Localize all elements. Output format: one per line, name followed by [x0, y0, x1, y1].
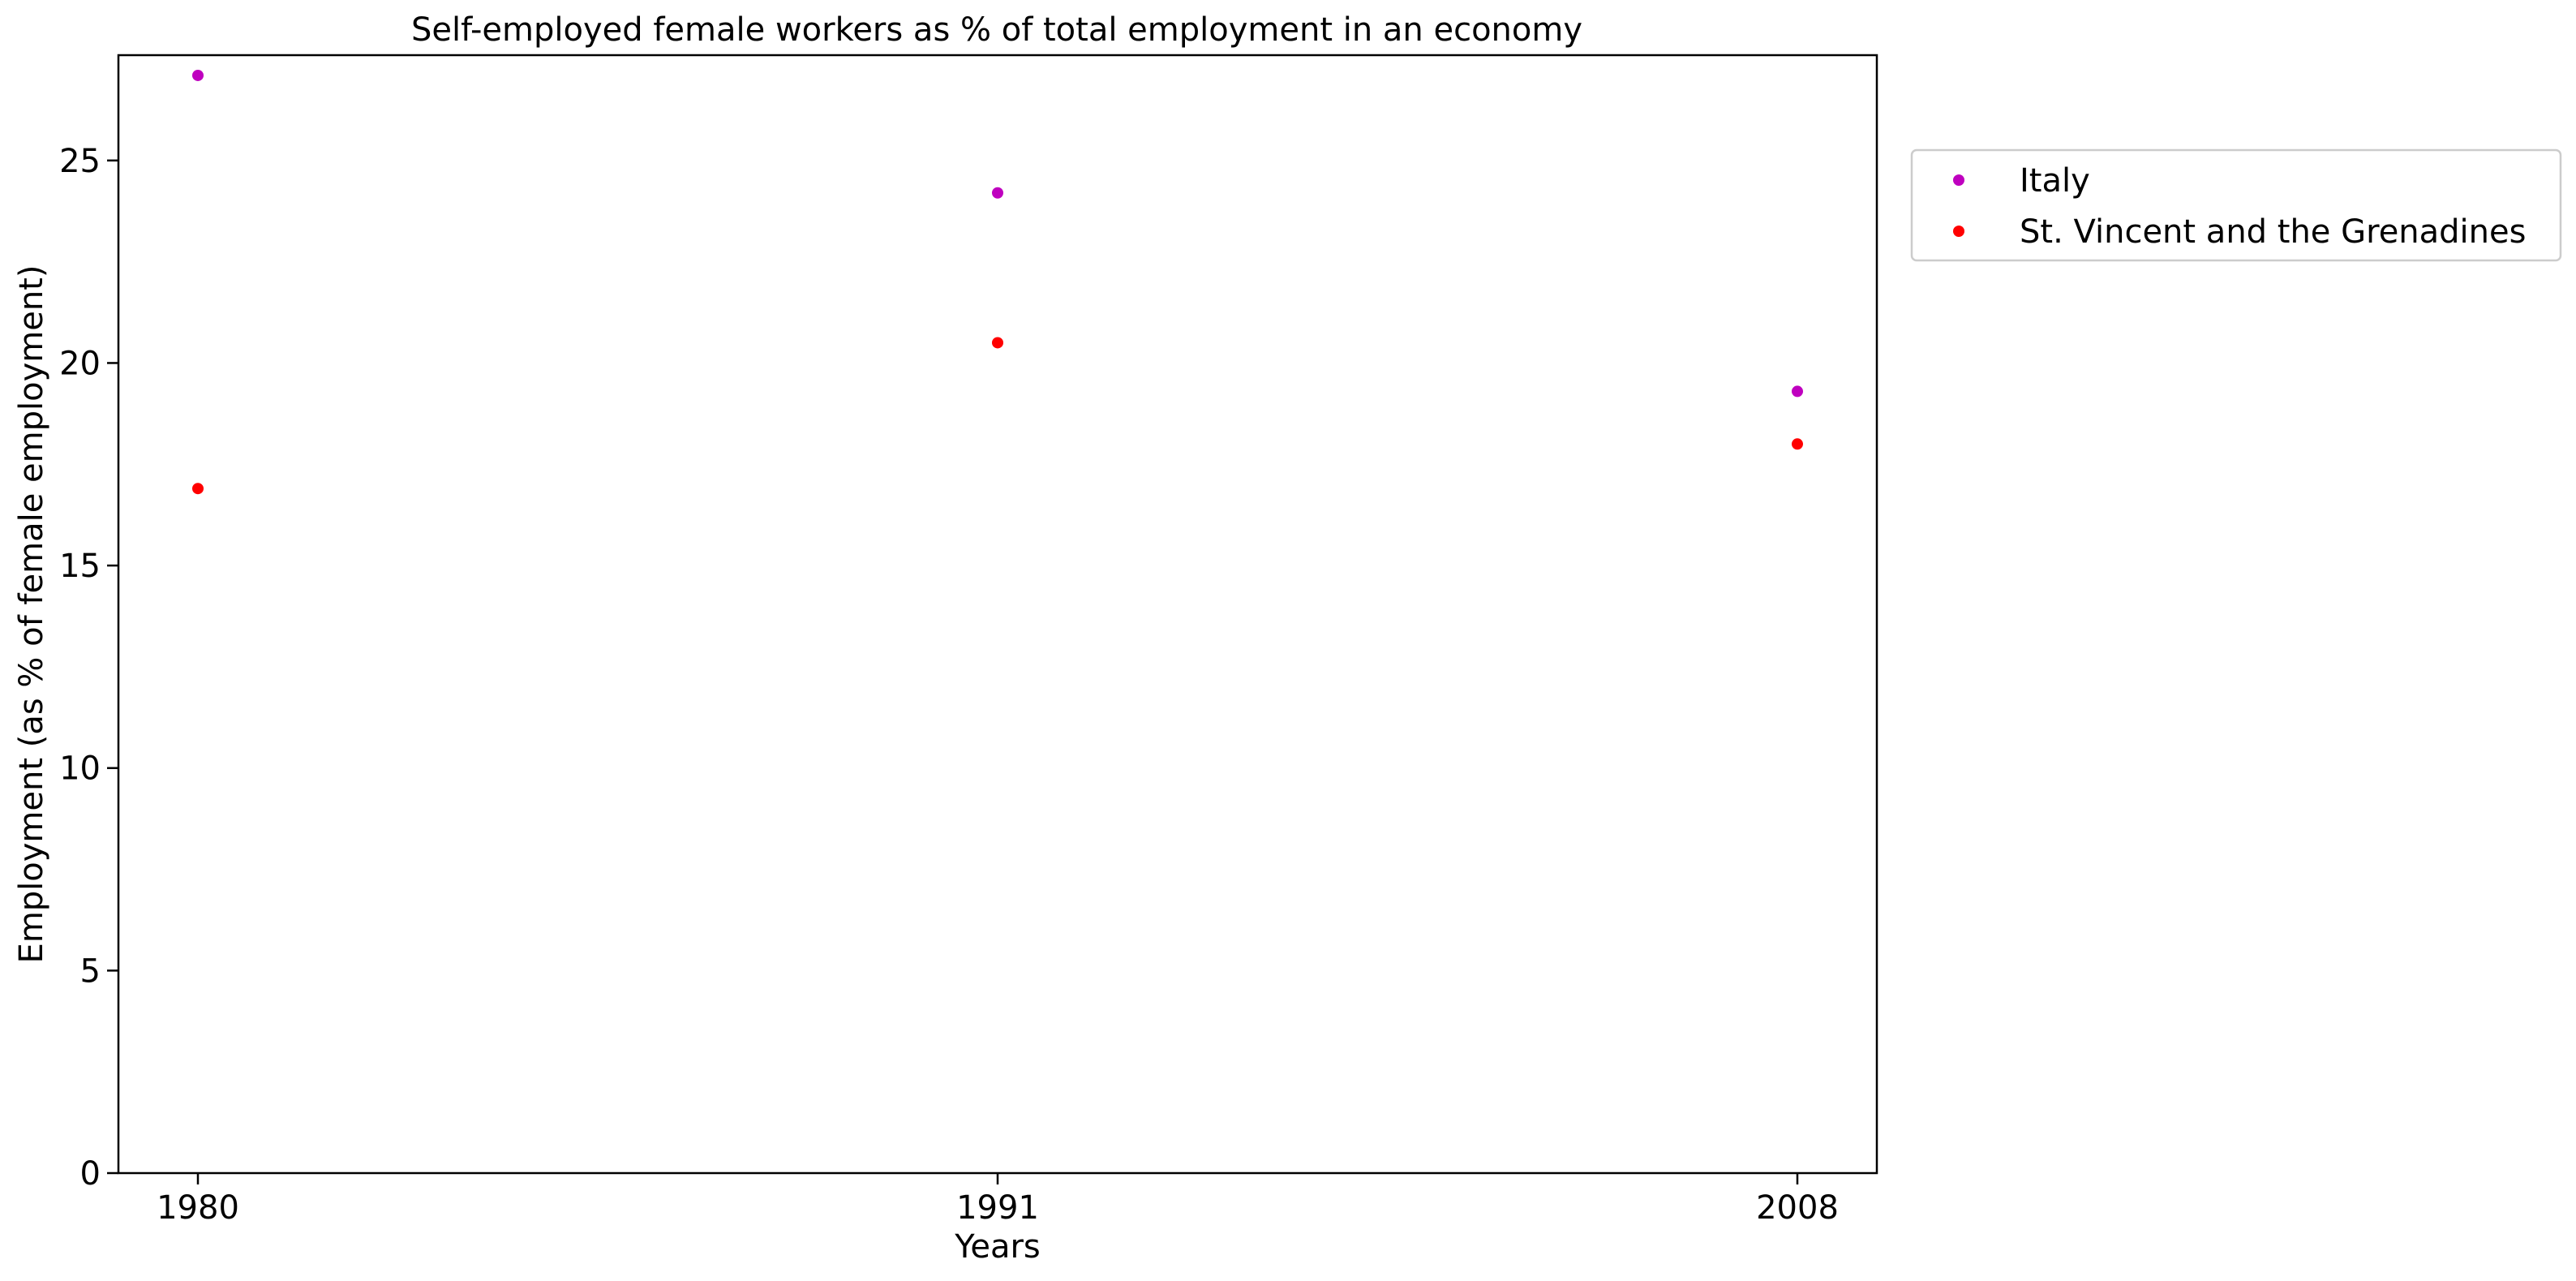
y-tick-label: 5: [80, 952, 101, 990]
data-point: [192, 483, 204, 495]
data-point: [992, 187, 1003, 199]
legend-box: [1910, 148, 2562, 262]
data-points: [192, 69, 1803, 495]
plot-area: [117, 54, 1878, 1175]
y-tick-label: 15: [59, 548, 101, 585]
data-point: [1792, 438, 1803, 450]
data-point: [1792, 385, 1803, 398]
x-tick-label: 1980: [157, 1189, 239, 1227]
legend-label: Italy: [2020, 162, 2090, 200]
y-tick-label: 0: [80, 1155, 101, 1193]
legend-label: St. Vincent and the Grenadines: [2020, 213, 2526, 251]
y-axis: 0 5 10 15 20 25: [59, 143, 118, 1193]
x-tick-label: 2008: [1756, 1189, 1839, 1227]
legend-marker: [1953, 226, 1964, 237]
x-axis: 1980 1991 2008: [157, 1173, 1839, 1227]
data-point: [992, 337, 1003, 349]
y-tick-label: 25: [59, 143, 101, 180]
y-tick-label: 20: [59, 345, 101, 382]
data-point: [192, 69, 204, 81]
chart-title: Self-employed female workers as % of tot…: [411, 11, 1582, 49]
x-tick-label: 1991: [956, 1189, 1039, 1227]
legend: Italy St. Vincent and the Grenadines: [1910, 148, 2562, 262]
y-axis-label: Employment (as % of female employment): [13, 265, 50, 964]
x-axis-label: Years: [954, 1228, 1041, 1266]
y-tick-label: 10: [59, 750, 101, 788]
legend-marker: [1953, 174, 1964, 186]
